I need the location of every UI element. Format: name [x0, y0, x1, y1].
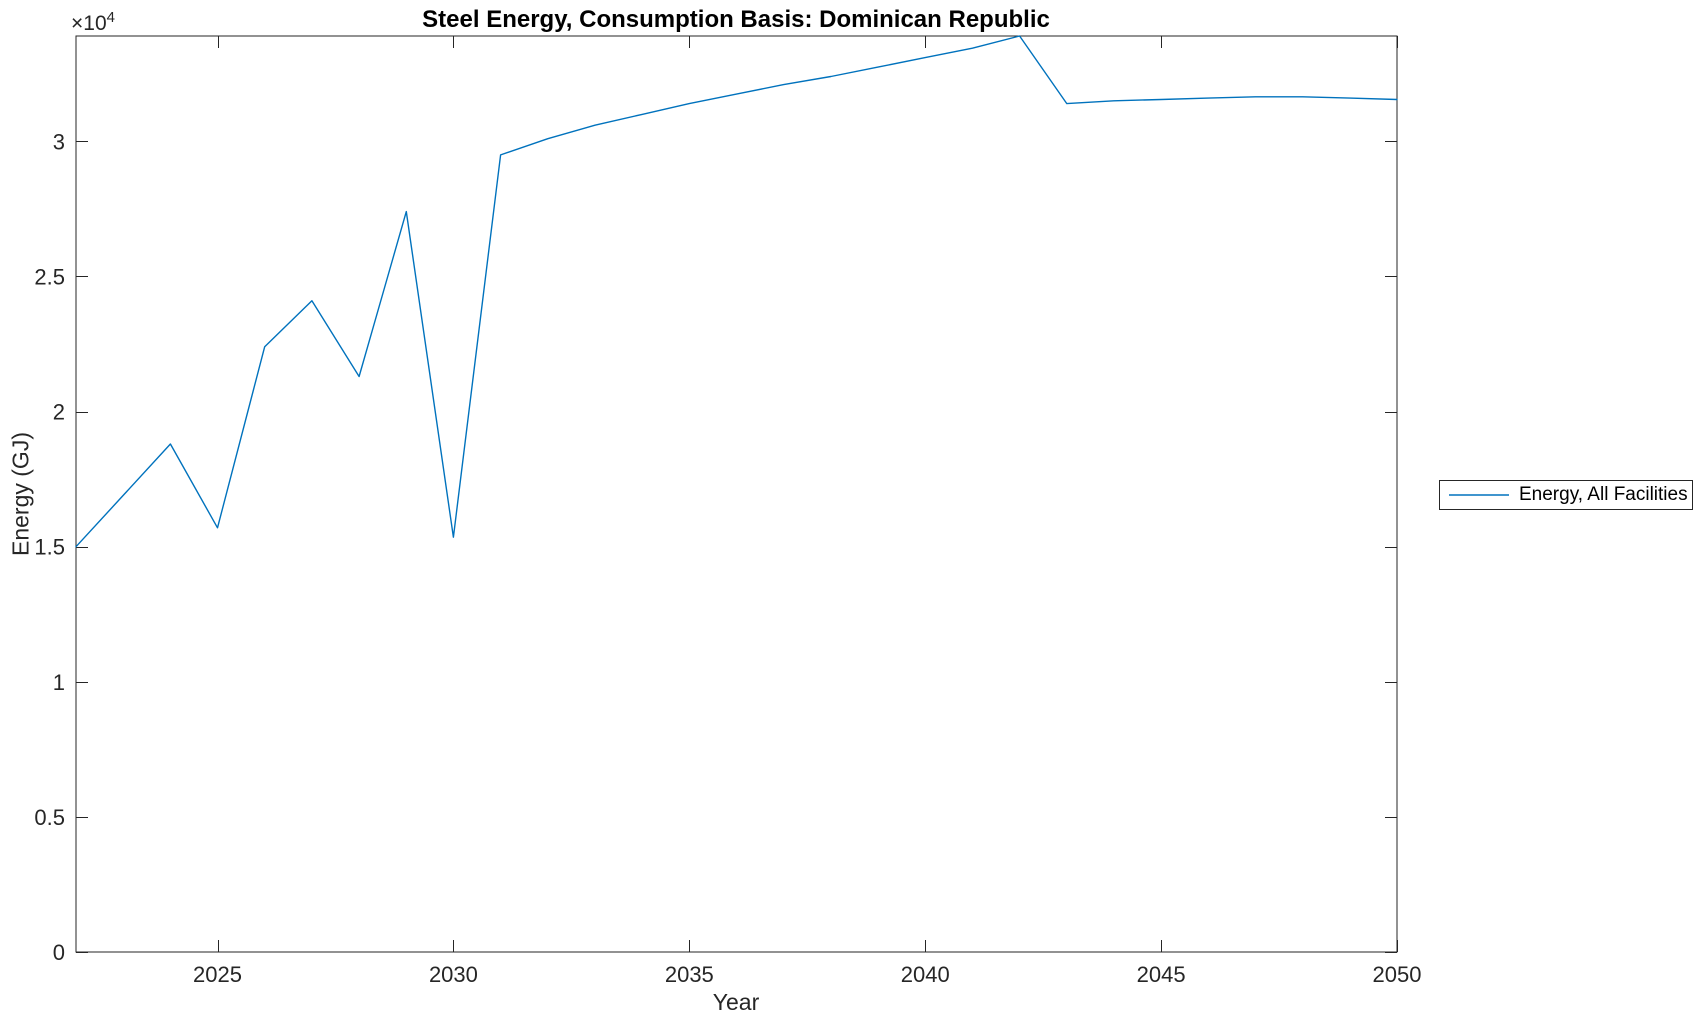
x-tick-label: 2040 [901, 962, 950, 987]
chart-title: Steel Energy, Consumption Basis: Dominic… [422, 6, 1050, 33]
y-tick-label: 0 [53, 940, 65, 965]
legend[interactable]: Energy, All Facilities [1439, 480, 1693, 510]
x-tick-label: 2045 [1137, 962, 1186, 987]
y-tick-label: 3 [53, 129, 65, 154]
x-axis-label: Year [712, 989, 760, 1015]
x-tick-label: 2025 [193, 962, 242, 987]
x-tick-label: 2030 [429, 962, 478, 987]
y-tick-label: 1.5 [34, 535, 65, 560]
y-tick-label: 2.5 [34, 264, 65, 289]
legend-line-sample [1449, 494, 1509, 496]
legend-label: Energy, All Facilities [1519, 484, 1688, 505]
data-line-energy-all-facilities [75, 35, 1398, 548]
y-tick-label: 0.5 [34, 805, 65, 830]
y-axis-label: Energy (GJ) [7, 432, 34, 556]
y-tick-label: 1 [53, 670, 65, 695]
y-axis-exponent-base: ×10 [71, 12, 107, 35]
x-tick-label: 2050 [1373, 962, 1422, 987]
axes-box [75, 35, 1398, 953]
y-axis-exponent-label: ×104 [71, 9, 115, 36]
x-tick-label: 2035 [665, 962, 714, 987]
y-tick-label: 2 [53, 400, 65, 425]
y-axis-exponent-power: 4 [106, 9, 115, 26]
